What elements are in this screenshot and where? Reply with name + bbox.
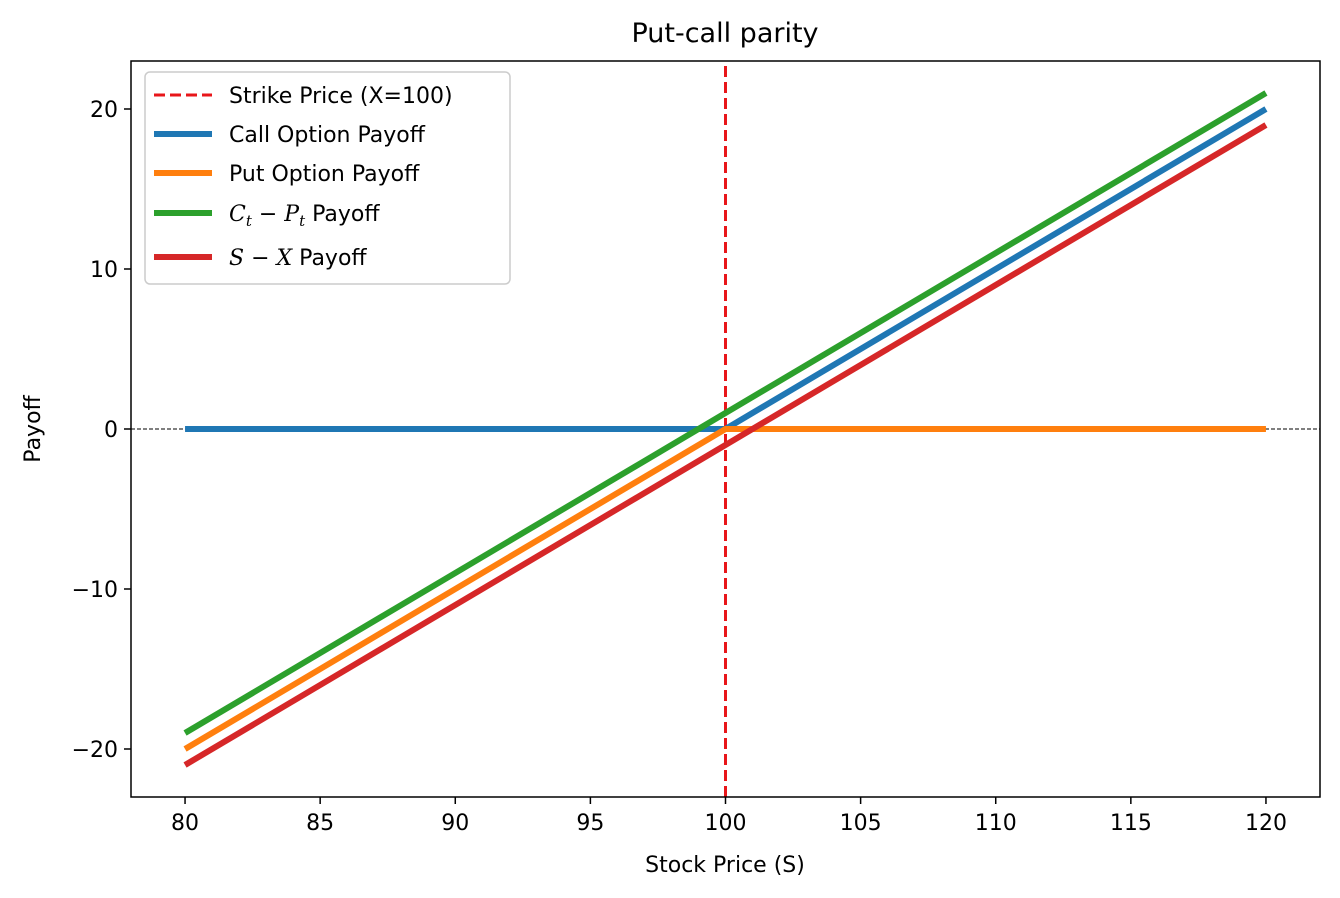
series-line-s_x [183, 122, 1268, 768]
legend-math-t2: t [299, 212, 306, 230]
x-tick-label: 105 [840, 811, 882, 836]
legend-label-s-x: S − X Payoff [229, 246, 367, 271]
legend-math-c: C [229, 202, 246, 227]
x-axis-ticks: 80 85 90 95 100 105 110 115 120 [171, 797, 1287, 836]
legend-label-strike: Strike Price (X=100) [229, 84, 453, 109]
legend-label-call: Call Option Payoff [229, 123, 426, 148]
y-tick-label: −20 [72, 738, 118, 763]
y-tick-label: 20 [90, 98, 118, 123]
legend-suffix-s-x: Payoff [292, 246, 367, 271]
y-axis-ticks: −20 −10 0 10 20 [72, 98, 131, 763]
legend-math-t1: t [246, 212, 253, 230]
x-axis-label: Stock Price (S) [645, 853, 805, 878]
x-tick-label: 95 [576, 811, 604, 836]
x-tick-label: 115 [1110, 811, 1152, 836]
x-tick-label: 90 [441, 811, 469, 836]
legend-math-s: S [229, 246, 244, 271]
chart-title: Put-call parity [631, 18, 818, 49]
series-line-put [183, 426, 1266, 752]
x-tick-label: 80 [171, 811, 199, 836]
x-tick-label: 120 [1245, 811, 1287, 836]
y-axis-label: Payoff [21, 394, 46, 462]
y-tick-label: −10 [72, 578, 118, 603]
legend-math-minus2: − [244, 246, 276, 271]
y-tick-label: 0 [104, 418, 118, 443]
x-tick-label: 85 [306, 811, 334, 836]
legend-box [144, 71, 511, 285]
legend-label-ct-pt: Ct − Pt Payoff [229, 202, 380, 230]
x-tick-label: 110 [975, 811, 1017, 836]
legend-math-minus1: − [252, 202, 284, 227]
y-tick-label: 10 [90, 258, 118, 283]
legend-label-put: Put Option Payoff [229, 162, 420, 187]
series-line-ct_pt [183, 90, 1268, 736]
legend-math-x: X [275, 246, 294, 271]
legend-suffix-ct-pt: Payoff [305, 202, 380, 227]
series-layer [183, 61, 1268, 797]
legend: Strike Price (X=100) Call Option Payoff … [144, 71, 511, 285]
legend-math-p: P [283, 202, 300, 227]
x-tick-label: 100 [705, 811, 747, 836]
